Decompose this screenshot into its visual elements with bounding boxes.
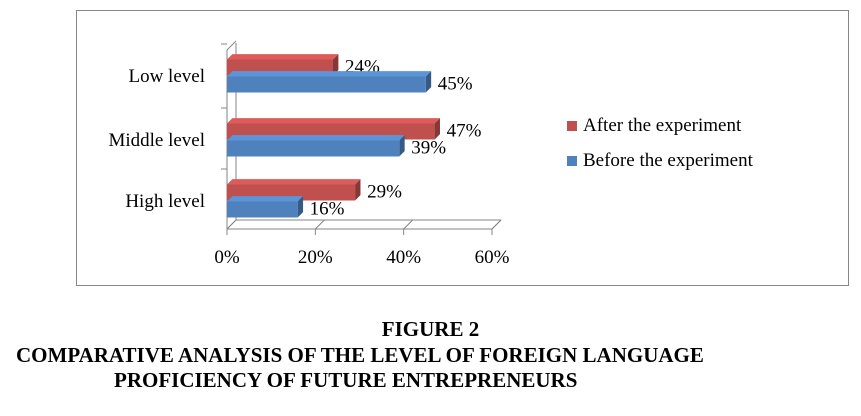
x-tick-label: 40%: [386, 247, 421, 268]
figure-title-line-1: COMPARATIVE ANALYSIS OF THE LEVEL OF FOR…: [16, 343, 704, 367]
bar-top-face: [227, 135, 405, 141]
bar-top-face: [227, 196, 304, 202]
bar-top-face: [227, 179, 361, 185]
x-gridline-floor: [314, 219, 325, 230]
legend-swatch: [567, 121, 577, 131]
figure-number: FIGURE 2: [381, 317, 480, 341]
x-tick-label: 0%: [214, 247, 240, 268]
data-label: 47%: [447, 121, 482, 142]
figure-title-line-2: PROFICIENCY OF FUTURE ENTREPRENEURS: [114, 368, 578, 392]
bar-top-face: [227, 71, 432, 77]
side-wall-top-edge: [226, 40, 237, 51]
data-label: 39%: [411, 138, 446, 159]
category-label: Low level: [128, 66, 205, 87]
bar-top-face: [227, 118, 440, 124]
bar-end-face: [297, 196, 304, 218]
x-gridline-floor: [226, 219, 237, 230]
bar: [227, 140, 400, 157]
legend-label: After the experiment: [583, 115, 742, 136]
x-tick-label: 20%: [298, 247, 333, 268]
data-label: 45%: [438, 74, 473, 95]
x-gridline-floor: [403, 219, 414, 230]
bar-end-face: [425, 71, 432, 93]
legend-swatch: [567, 156, 577, 166]
bar-end-face: [434, 118, 440, 140]
x-tick-label: 60%: [475, 247, 510, 268]
bar-chart: 0% 20% 40% 60%Low level 24%45%Middle level 47…: [108, 40, 754, 268]
bar-end-face: [355, 179, 361, 201]
back-wall-top: [227, 41, 501, 50]
chart-frame: [76, 10, 849, 286]
bar: [227, 201, 298, 218]
data-label: 16%: [310, 199, 345, 220]
category-label: Middle level: [108, 130, 205, 151]
category-label: High level: [125, 191, 205, 212]
bar: [227, 76, 426, 93]
legend-label: Before the experiment: [583, 150, 754, 171]
x-gridline-floor: [491, 219, 502, 230]
bar-end-face: [399, 135, 405, 157]
data-label: 29%: [367, 182, 402, 203]
bar-end-face: [333, 54, 339, 76]
bar-top-face: [227, 54, 339, 60]
